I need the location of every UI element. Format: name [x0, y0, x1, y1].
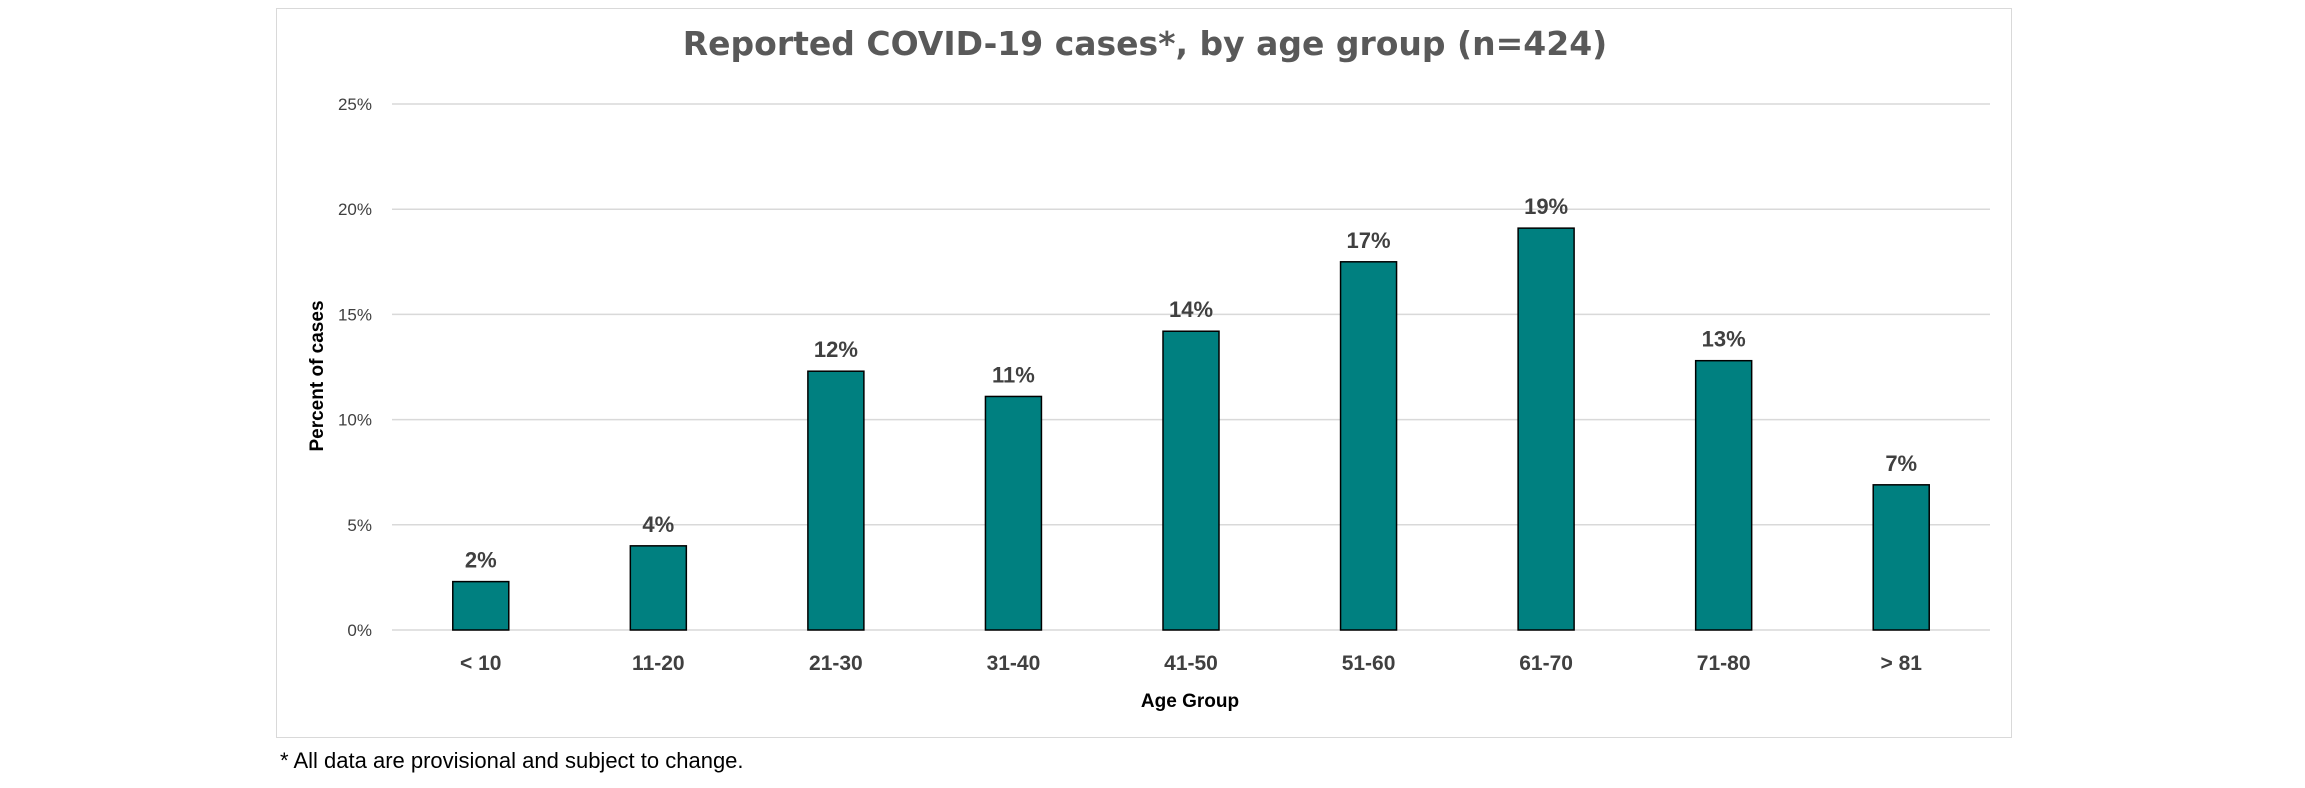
- x-category-label: 41-50: [1164, 652, 1218, 675]
- data-label: 19%: [1524, 194, 1568, 219]
- data-labels: 2% 4% 12% 11% 14% 17% 19% 13% 7%: [465, 194, 1917, 572]
- data-label: 11%: [992, 362, 1035, 387]
- bar: [1694, 359, 1753, 631]
- data-label: 14%: [1169, 297, 1213, 322]
- x-axis-title: Age Group: [1141, 691, 1239, 712]
- chart-svg: Reported COVID-19 cases*, by age group (…: [307, 24, 1990, 712]
- y-tick-label: 20%: [338, 200, 372, 219]
- y-tick-label: 10%: [338, 411, 372, 430]
- x-category-label: 61-70: [1519, 652, 1573, 675]
- x-category-label: 11-20: [632, 652, 685, 675]
- bars: [452, 227, 1930, 631]
- bar: [984, 395, 1043, 631]
- chart-title: Reported COVID-19 cases*, by age group (…: [683, 24, 1607, 63]
- y-tick-label: 0%: [347, 621, 372, 640]
- data-label: 12%: [814, 337, 858, 362]
- chart-frame: Reported COVID-19 cases*, by age group (…: [276, 8, 2012, 738]
- x-axis-categories: < 10 11-20 21-30 31-40 41-50 51-60 61-70 71-80 >…: [460, 652, 1922, 675]
- x-category-label: 21-30: [809, 652, 863, 675]
- y-tick-label: 5%: [347, 516, 372, 535]
- y-axis-title: Percent of cases: [307, 300, 328, 451]
- bar: [1517, 227, 1575, 631]
- bar: [807, 370, 865, 631]
- data-label: 4%: [642, 512, 674, 537]
- y-axis-ticks: 0% 5% 10% 15% 20% 25%: [338, 95, 372, 640]
- data-label: 2%: [465, 548, 497, 573]
- data-label: 7%: [1885, 451, 1917, 476]
- bar: [1339, 261, 1398, 631]
- x-category-label: 71-80: [1697, 652, 1751, 675]
- x-category-label: 51-60: [1342, 652, 1396, 675]
- data-label: 17%: [1347, 228, 1391, 253]
- bar: [629, 545, 688, 631]
- x-category-label: > 81: [1880, 652, 1922, 675]
- data-label: 13%: [1702, 327, 1746, 352]
- footnote: * All data are provisional and subject t…: [280, 748, 744, 773]
- bar: [452, 580, 510, 631]
- y-tick-label: 25%: [338, 95, 372, 114]
- x-category-label: < 10: [460, 652, 501, 675]
- x-category-label: 31-40: [987, 652, 1041, 675]
- bar: [1872, 484, 1930, 631]
- bar: [1162, 330, 1220, 631]
- y-tick-label: 15%: [338, 305, 372, 324]
